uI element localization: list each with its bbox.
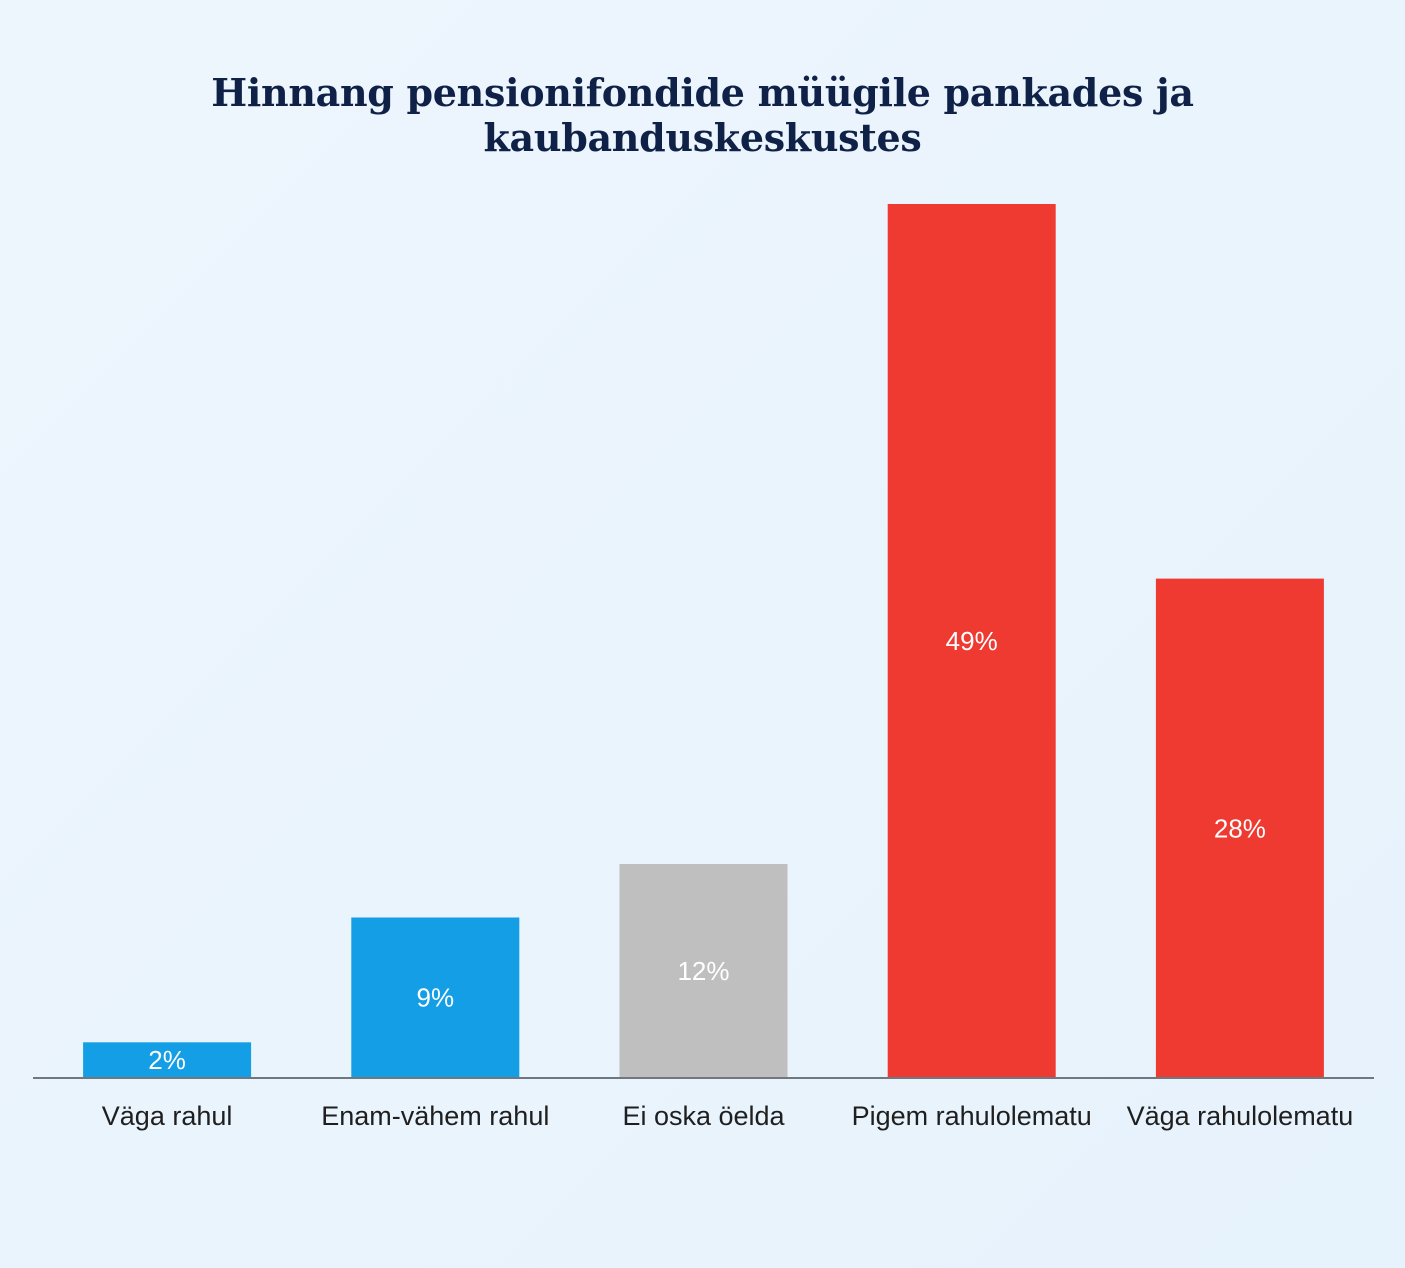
bar-value-label: 9%: [417, 983, 455, 1013]
bar-3: [619, 864, 788, 1078]
bar-value-label: 12%: [677, 956, 729, 986]
category-label: Väga rahul: [102, 1101, 233, 1131]
category-label: Ei oska öelda: [622, 1101, 785, 1131]
bar-value-label: 2%: [148, 1045, 186, 1075]
bar-value-label: 49%: [946, 626, 998, 656]
bar-1: [83, 1042, 252, 1078]
chart-title: Hinnang pensionifondide müügile pankades…: [211, 70, 1194, 160]
bar-5: [1155, 578, 1324, 1078]
bars-group: [83, 204, 1324, 1078]
bar-value-label: 28%: [1214, 813, 1266, 843]
bar-2: [351, 917, 520, 1078]
bar-4: [887, 204, 1056, 1078]
category-label: Enam-vähem rahul: [321, 1101, 549, 1131]
labels-group: 2% Väga rahul 9% Enam-vähem rahul 12% Ei oska…: [102, 626, 1353, 1131]
category-label: Pigem rahulolematu: [852, 1101, 1092, 1131]
category-label: Väga rahulolematu: [1127, 1101, 1354, 1131]
